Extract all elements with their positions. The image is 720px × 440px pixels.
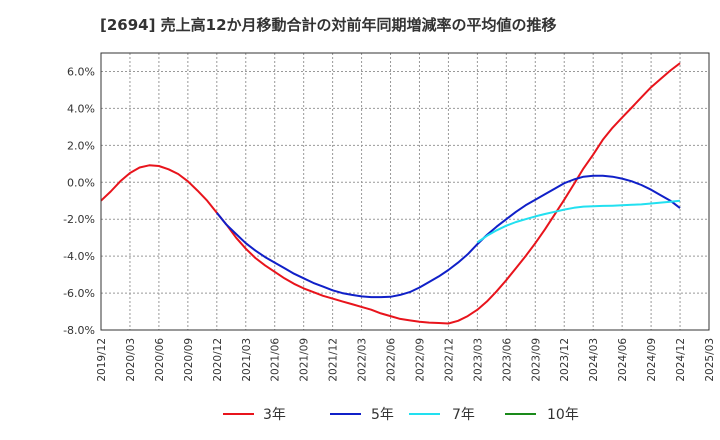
x-tick-label: 2025/03 xyxy=(704,338,716,382)
x-tick-label: 2021/03 xyxy=(241,338,253,382)
y-tick-label: 6.0% xyxy=(67,65,95,78)
legend: 3年 5年 7年 10年 xyxy=(223,407,579,423)
x-tick-label: 2020/03 xyxy=(125,338,137,382)
x-tick-label: 2020/06 xyxy=(154,338,166,382)
x-tick-label: 2023/03 xyxy=(472,338,484,382)
x-tick-label: 2021/12 xyxy=(328,338,340,382)
y-tick-label: 0.0% xyxy=(67,176,95,189)
x-axis: 2019/12 2020/03 2020/06 2020/09 2020/12 2021/… xyxy=(96,338,716,382)
x-tick-label: 2021/09 xyxy=(299,338,311,382)
legend-label: 7年 xyxy=(452,407,475,423)
y-tick-label: 2.0% xyxy=(67,139,95,152)
legend-label: 3年 xyxy=(263,407,286,423)
plot-area xyxy=(101,53,709,330)
x-tick-label: 2023/06 xyxy=(501,338,513,382)
x-tick-label: 2023/09 xyxy=(530,338,542,382)
x-tick-label: 2023/12 xyxy=(559,338,571,382)
series-layer xyxy=(100,62,681,325)
y-tick-label: 4.0% xyxy=(67,102,95,115)
x-tick-label: 2022/09 xyxy=(414,338,426,382)
x-tick-label: 2020/12 xyxy=(212,338,224,382)
legend-label: 5年 xyxy=(371,407,394,423)
y-tick-label: -4.0% xyxy=(63,250,95,263)
x-tick-label: 2019/12 xyxy=(96,338,108,382)
x-tick-label: 2022/12 xyxy=(443,338,455,382)
series-line xyxy=(100,62,681,325)
x-tick-label: 2022/03 xyxy=(357,338,369,382)
x-tick-label: 2022/06 xyxy=(386,338,398,382)
y-tick-label: -8.0% xyxy=(63,324,95,337)
x-tick-label: 2024/06 xyxy=(617,338,629,382)
series-line xyxy=(476,199,681,244)
plot-frame xyxy=(100,52,710,331)
y-tick-label: -6.0% xyxy=(63,287,95,300)
x-tick-label: 2024/03 xyxy=(588,338,600,382)
y-axis: 6.0% 4.0% 2.0% 0.0% -2.0% -4.0% -6.0% -8.0% xyxy=(63,65,95,337)
chart-title: [2694] 売上高12か月移動合計の対前年同期増減率の平均値の推移 xyxy=(100,16,557,34)
legend-label: 10年 xyxy=(547,407,579,423)
x-tick-label: 2021/06 xyxy=(270,338,282,382)
series-line xyxy=(216,174,681,299)
x-tick-label: 2024/09 xyxy=(646,338,658,382)
y-tick-label: -2.0% xyxy=(63,213,95,226)
x-tick-label: 2024/12 xyxy=(675,338,687,382)
x-tick-label: 2020/09 xyxy=(183,338,195,382)
